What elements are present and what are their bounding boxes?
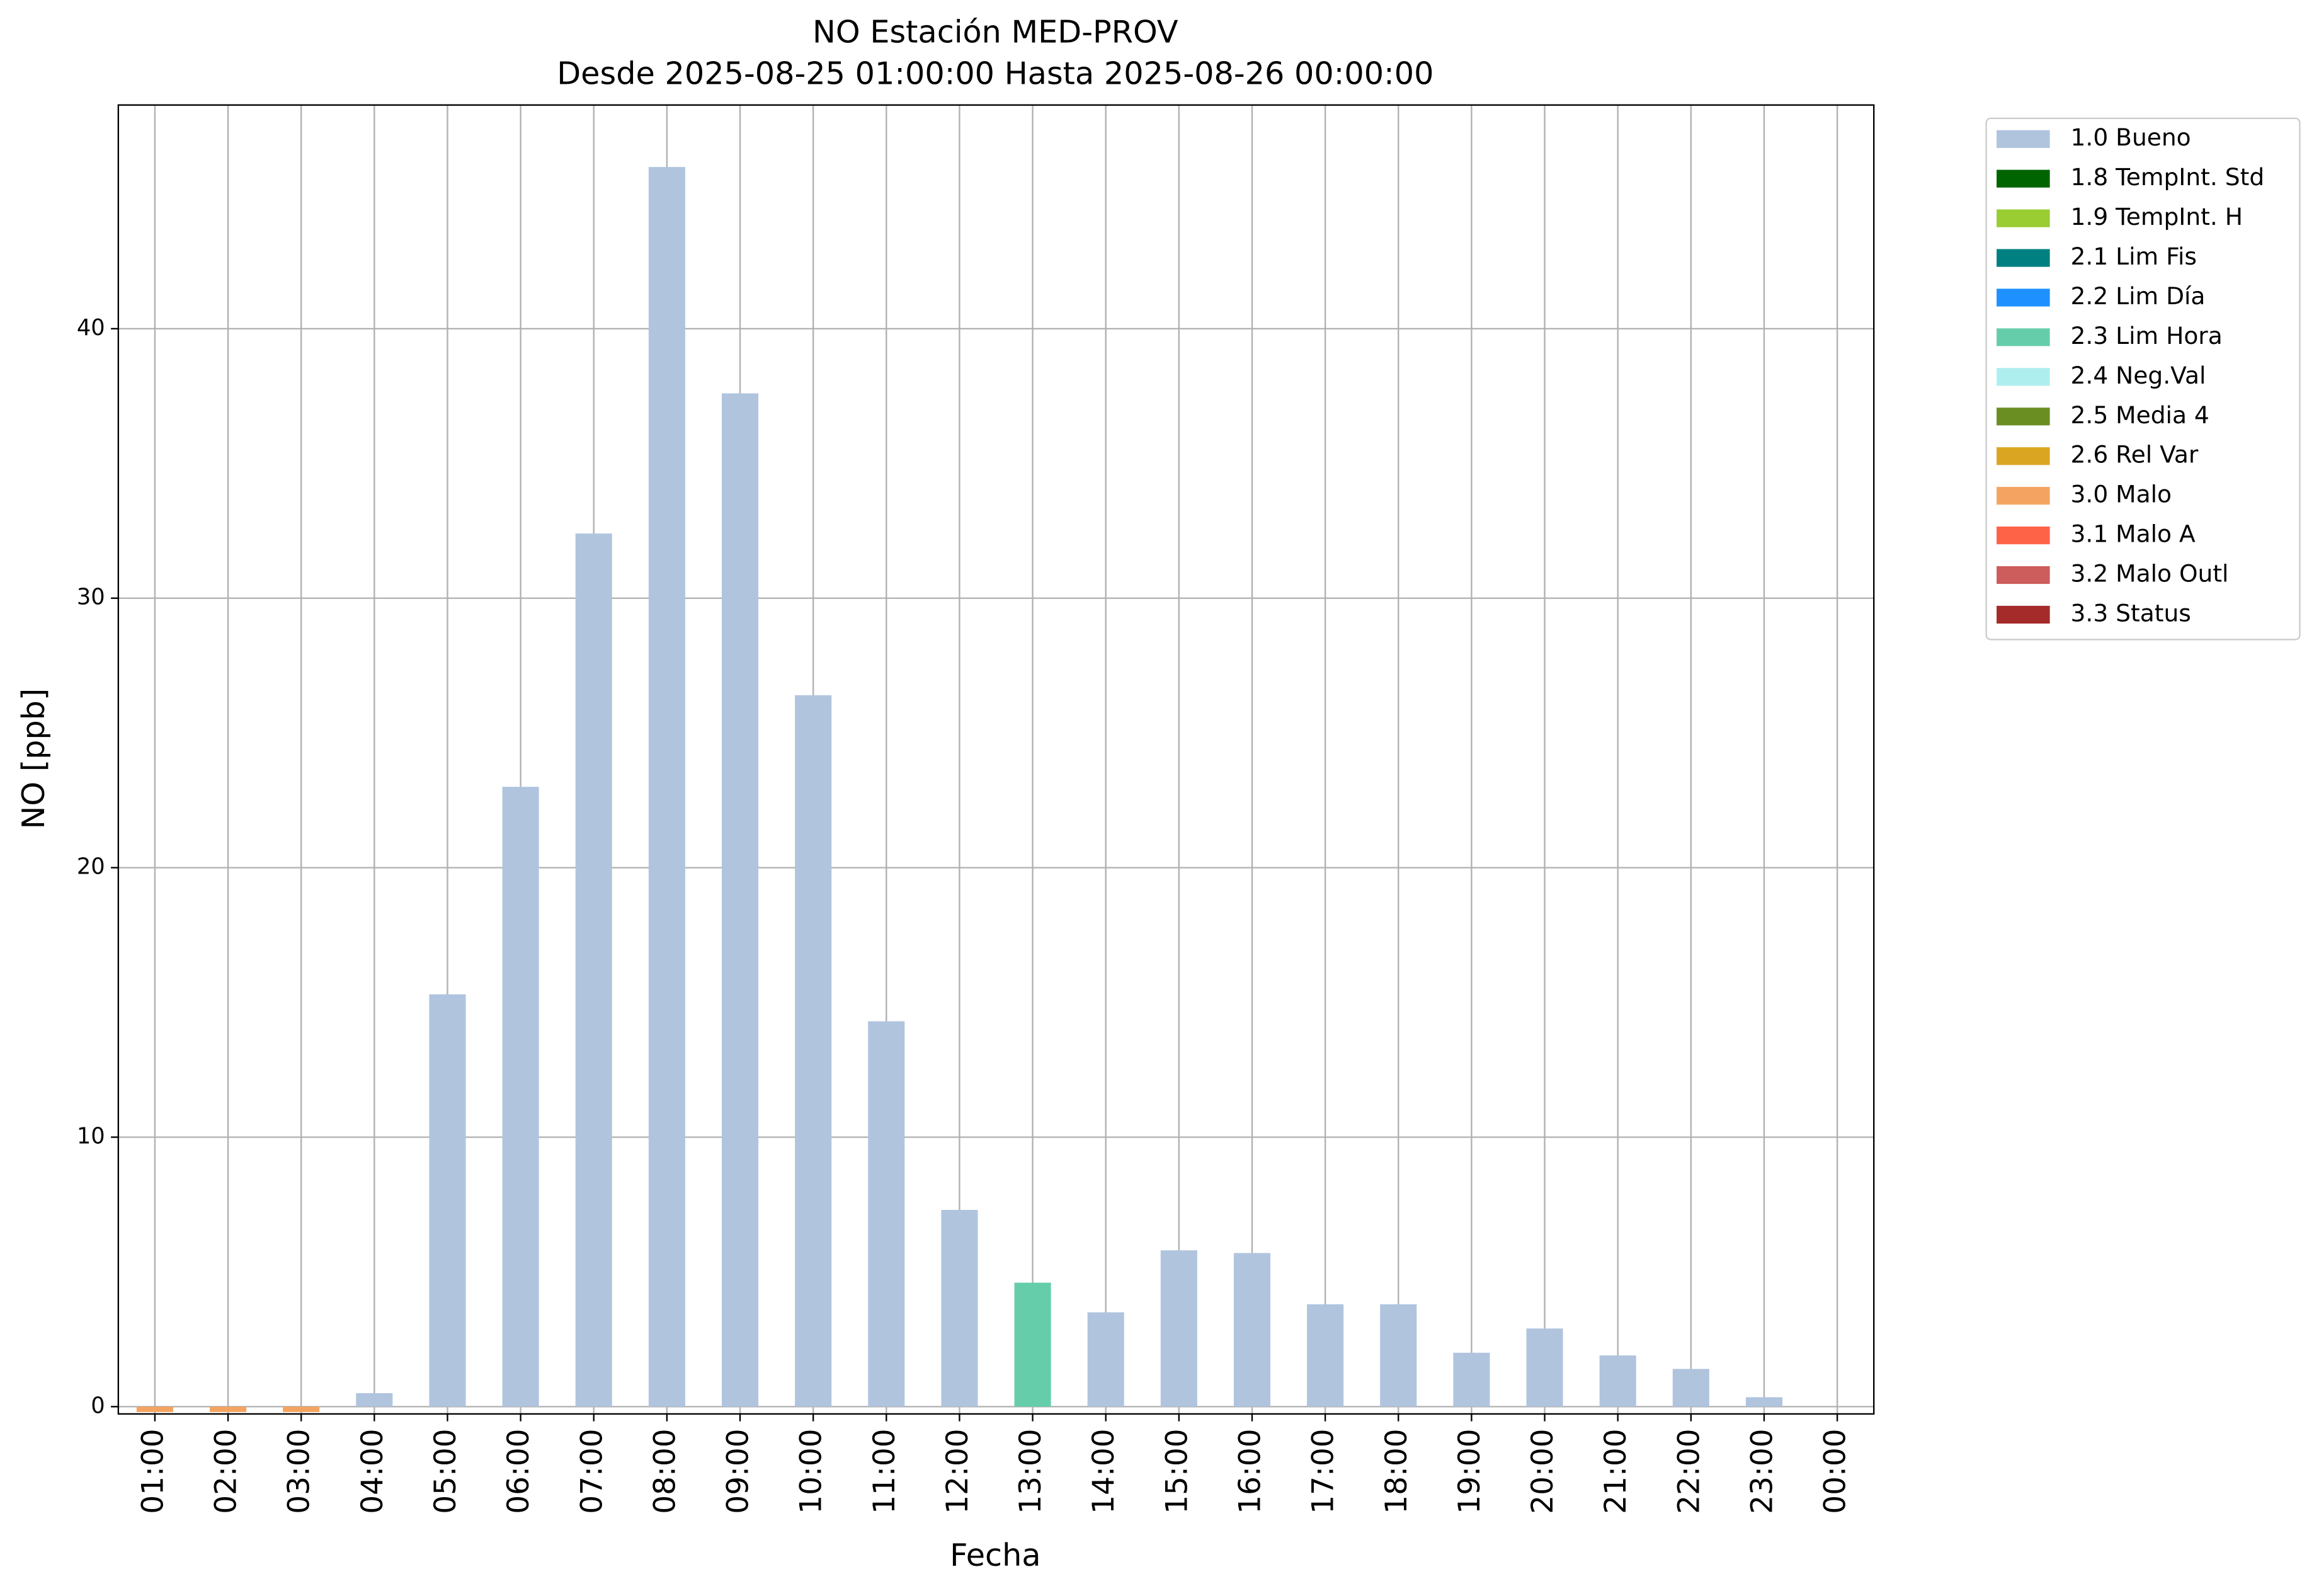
chart-subtitle: Desde 2025-08-25 01:00:00 Hasta 2025-08-… (557, 55, 1433, 91)
legend-swatch (1997, 408, 2050, 426)
legend-swatch (1997, 368, 2050, 386)
legend-label: 3.3 Status (2071, 599, 2191, 627)
legend-swatch (1997, 328, 2050, 346)
x-tick-label: 11:00 (867, 1428, 902, 1513)
bar (1233, 1253, 1271, 1407)
bar (722, 393, 759, 1407)
legend-label: 2.2 Lim Día (2071, 282, 2206, 310)
y-tick-label: 0 (91, 1393, 105, 1418)
y-tick-label: 20 (77, 854, 105, 880)
x-tick-label: 05:00 (428, 1428, 463, 1513)
legend-swatch (1997, 288, 2050, 307)
legend-swatch (1997, 169, 2050, 188)
bar (1087, 1312, 1124, 1407)
legend-swatch (1997, 605, 2050, 624)
x-tick-label: 06:00 (501, 1428, 536, 1513)
bar (1745, 1397, 1783, 1407)
legend-swatch (1997, 447, 2050, 465)
x-tick-label: 07:00 (574, 1428, 609, 1513)
legend-swatch (1997, 487, 2050, 505)
legend-label: 3.2 Malo Outl (2071, 560, 2229, 588)
bar (1453, 1352, 1490, 1407)
plot-frame (117, 104, 1875, 1415)
x-tick-label: 15:00 (1160, 1428, 1194, 1513)
legend-label: 1.9 TempInt. H (2071, 203, 2243, 231)
x-tick-label: 14:00 (1086, 1428, 1121, 1513)
y-tick-label: 30 (77, 584, 105, 610)
y-axis-label: NO [ppb] (15, 688, 52, 829)
x-tick-label: 12:00 (940, 1428, 975, 1513)
legend-swatch (1997, 249, 2050, 267)
legend-swatch (1997, 209, 2050, 227)
x-axis-label: Fecha (950, 1537, 1041, 1573)
bar (648, 167, 685, 1407)
bar (941, 1210, 978, 1407)
legend-label: 2.3 Lim Hora (2071, 322, 2223, 350)
x-tick-label: 19:00 (1452, 1428, 1487, 1513)
x-tick-label: 04:00 (355, 1428, 390, 1513)
bar (136, 1406, 173, 1412)
x-tick-label: 01:00 (135, 1428, 170, 1513)
x-tick-label: 00:00 (1818, 1428, 1853, 1513)
x-tick-label: 09:00 (721, 1428, 756, 1513)
x-tick-label: 10:00 (794, 1428, 829, 1513)
bar (1672, 1369, 1709, 1407)
bar (1380, 1304, 1417, 1407)
legend-swatch (1997, 566, 2050, 584)
bar (1526, 1328, 1563, 1407)
grid (118, 105, 1874, 1414)
bar (283, 1406, 320, 1412)
bar (210, 1406, 247, 1412)
bar (575, 533, 612, 1407)
y-tick-label: 10 (77, 1123, 105, 1149)
bar (795, 695, 832, 1407)
chart-title: NO Estación MED-PROV (812, 14, 1178, 50)
bar (1307, 1304, 1344, 1407)
x-tick-label: 03:00 (282, 1428, 317, 1513)
y-tick-label: 40 (77, 315, 105, 341)
x-tick-label: 20:00 (1525, 1428, 1560, 1513)
legend-swatch (1997, 526, 2050, 545)
x-tick-label: 16:00 (1233, 1428, 1268, 1513)
bar (356, 1393, 393, 1407)
x-tick-label: 22:00 (1672, 1428, 1706, 1513)
x-tick-label: 08:00 (647, 1428, 682, 1513)
bar (502, 787, 539, 1407)
bar (1014, 1282, 1051, 1407)
legend-label: 2.5 Media 4 (2071, 401, 2209, 429)
x-tick-label: 23:00 (1745, 1428, 1779, 1513)
legend-label: 2.4 Neg.Val (2071, 362, 2206, 389)
bar (1160, 1250, 1197, 1407)
bar (1599, 1355, 1636, 1407)
legend-frame (1985, 117, 2301, 641)
x-tick-label: 18:00 (1379, 1428, 1414, 1513)
legend-label: 1.0 Bueno (2071, 123, 2191, 151)
bar (429, 994, 466, 1407)
legend-label: 1.8 TempInt. Std (2071, 163, 2265, 191)
x-tick-label: 21:00 (1598, 1428, 1633, 1513)
bars (136, 167, 1783, 1412)
x-tick-label: 13:00 (1013, 1428, 1048, 1513)
x-tick-label: 02:00 (209, 1428, 244, 1513)
x-tick-label: 17:00 (1306, 1428, 1341, 1513)
legend-label: 2.6 Rel Var (2071, 441, 2199, 469)
bar (868, 1021, 905, 1407)
legend-label: 2.1 Lim Fis (2071, 242, 2197, 270)
legend-label: 3.0 Malo (2071, 481, 2172, 508)
legend-label: 3.1 Malo A (2071, 520, 2196, 548)
legend-swatch (1997, 130, 2050, 148)
